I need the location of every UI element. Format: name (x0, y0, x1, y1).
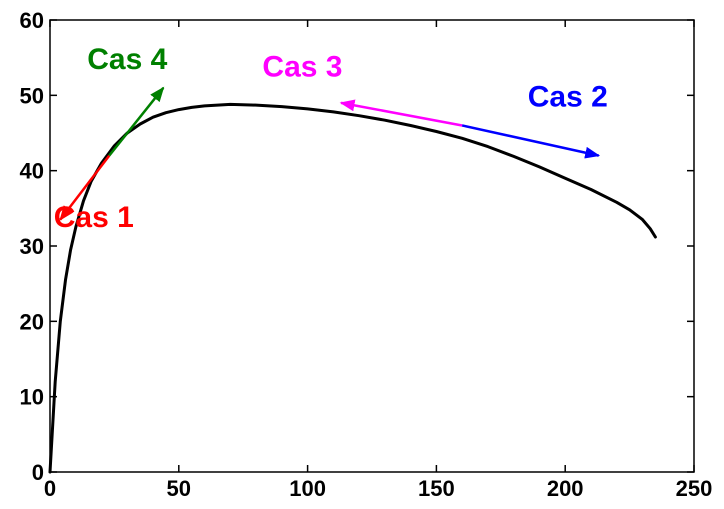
arrow-cas-1 (59, 154, 111, 221)
annotation-layer: Cas 1 Cas 4 Cas 3 Cas 2 (54, 43, 608, 234)
arrow-layer (59, 86, 601, 221)
y-tick-label: 10 (20, 385, 44, 410)
annotation-cas-1: Cas 1 (54, 201, 134, 234)
x-tick-label: 100 (289, 476, 326, 501)
series-layer (48, 102, 657, 474)
y-tick-label: 20 (20, 309, 44, 334)
y-tick-label: 50 (20, 83, 44, 108)
y-tick-label: 30 (20, 234, 44, 259)
axes: 0 50 100 150 200 250 0 10 20 30 40 50 60 (20, 8, 713, 501)
arrow-cas-2 (461, 124, 601, 159)
series-line (48, 102, 657, 474)
annotation-cas-2: Cas 2 (528, 81, 608, 114)
arrow-cas-4 (108, 86, 165, 157)
y-tick-label: 40 (20, 159, 44, 184)
x-tick-label: 250 (676, 476, 713, 501)
x-tick-label: 150 (418, 476, 455, 501)
annotation-cas-3: Cas 3 (262, 51, 342, 84)
y-tick-label: 0 (32, 460, 44, 485)
x-tick-label: 0 (44, 476, 56, 501)
arrow-cas-3 (339, 99, 463, 127)
x-tick-label: 200 (547, 476, 584, 501)
annotation-cas-4: Cas 4 (87, 43, 167, 76)
y-tick-label: 60 (20, 8, 44, 33)
x-tick-label: 50 (167, 476, 191, 501)
